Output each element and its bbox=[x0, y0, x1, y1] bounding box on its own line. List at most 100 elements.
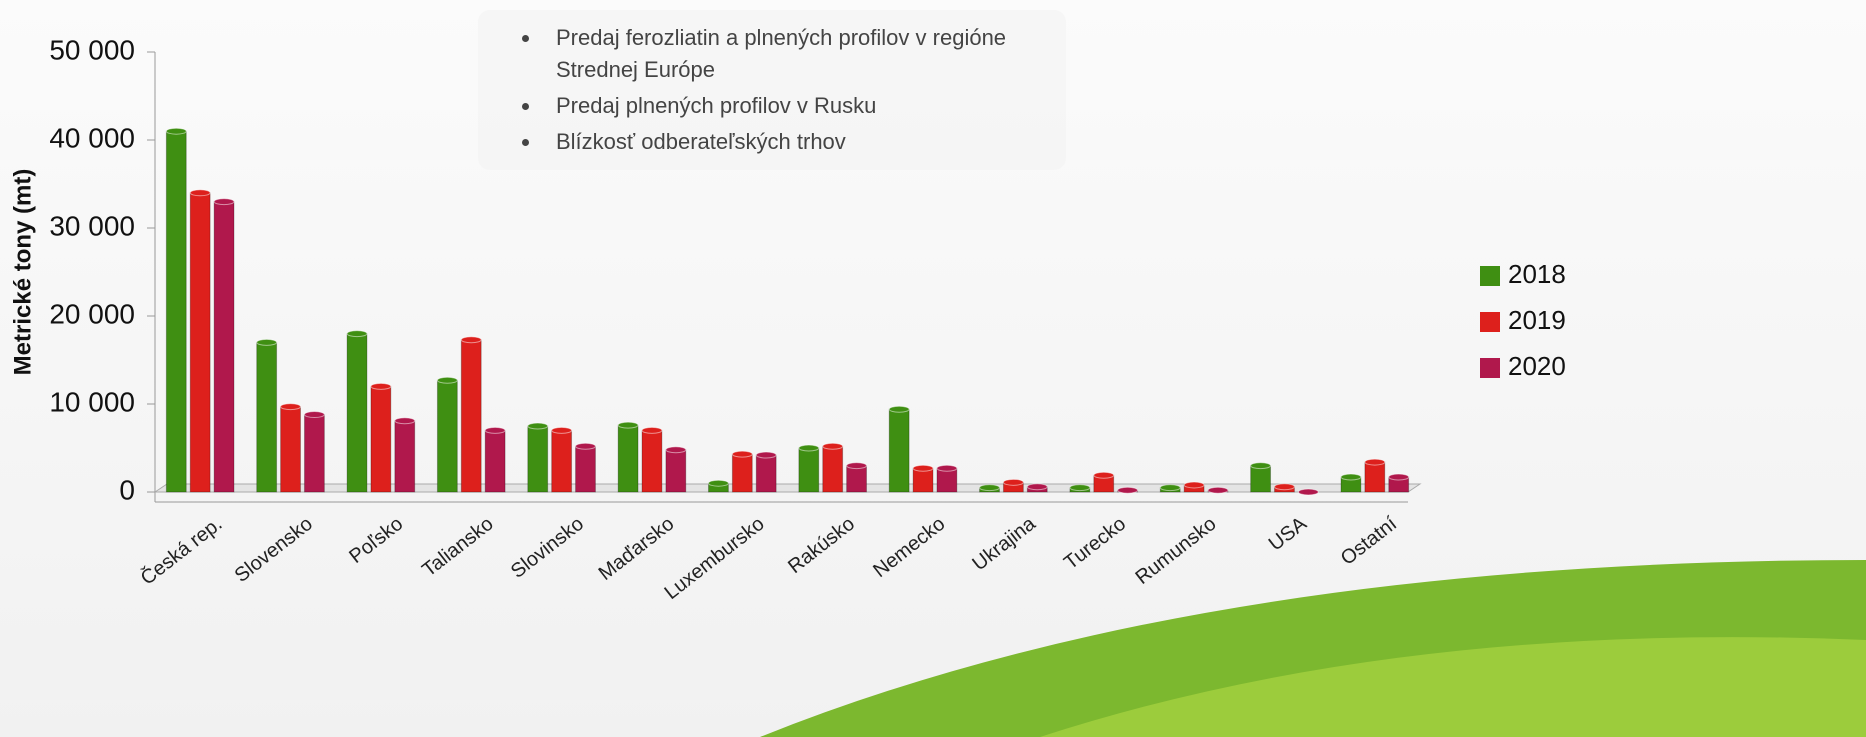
bar bbox=[371, 386, 391, 492]
bar bbox=[281, 407, 301, 492]
annotation-box: Predaj ferozliatin a plnených profilov v… bbox=[478, 10, 1066, 170]
bar-top bbox=[1365, 459, 1385, 465]
bar-top bbox=[618, 422, 638, 428]
x-tick-label: Rakúsko bbox=[784, 513, 859, 578]
bar bbox=[1365, 462, 1385, 492]
bar-top bbox=[1389, 474, 1409, 480]
bar-top bbox=[1118, 487, 1138, 493]
y-tick-label: 0 bbox=[119, 474, 135, 505]
bar-top bbox=[1160, 485, 1180, 491]
x-tick-label: Slovinsko bbox=[507, 513, 588, 583]
bar-top bbox=[1251, 463, 1271, 469]
bar-top bbox=[666, 447, 686, 453]
bar-top bbox=[1341, 474, 1361, 480]
y-tick-label: 10 000 bbox=[49, 386, 135, 417]
bar-top bbox=[799, 445, 819, 451]
bar bbox=[1251, 466, 1271, 492]
y-tick-label: 40 000 bbox=[49, 122, 135, 153]
y-axis-title: Metrické tony (mt) bbox=[9, 169, 36, 376]
bar-top bbox=[1003, 479, 1023, 485]
bar-top bbox=[371, 383, 391, 389]
x-tick-label: Ukrajina bbox=[968, 512, 1040, 575]
x-tick-label: Slovensko bbox=[231, 513, 317, 587]
legend-label: 2018 bbox=[1508, 259, 1566, 289]
bar bbox=[913, 468, 933, 492]
legend-swatch bbox=[1480, 266, 1500, 286]
bar bbox=[528, 426, 548, 492]
bar-top bbox=[732, 451, 752, 457]
x-tick-label: Poľsko bbox=[345, 513, 407, 568]
bar-top bbox=[347, 331, 367, 337]
x-tick-label: Česká rep. bbox=[136, 512, 226, 590]
annotation: Blízkosť odberateľských trhov bbox=[542, 126, 1052, 158]
bar-top bbox=[214, 199, 234, 205]
bar bbox=[889, 409, 909, 492]
bar-top bbox=[913, 465, 933, 471]
bar-top bbox=[461, 337, 481, 343]
bar-top bbox=[576, 443, 596, 449]
bar bbox=[190, 193, 210, 492]
legend-label: 2020 bbox=[1508, 351, 1566, 381]
bar bbox=[732, 454, 752, 492]
bar-top bbox=[437, 377, 457, 383]
bar-top bbox=[281, 404, 301, 410]
bar-top bbox=[980, 485, 1000, 491]
bar-top bbox=[485, 427, 505, 433]
bar-top bbox=[937, 465, 957, 471]
bar bbox=[576, 446, 596, 492]
bar bbox=[257, 342, 277, 492]
y-tick-label: 50 000 bbox=[49, 34, 135, 65]
bar-top bbox=[190, 190, 210, 196]
bar bbox=[847, 466, 867, 492]
bar bbox=[304, 415, 324, 492]
bar bbox=[552, 430, 572, 492]
bar bbox=[437, 380, 457, 492]
y-tick-label: 20 000 bbox=[49, 298, 135, 329]
bar-top bbox=[1070, 485, 1090, 491]
bar-top bbox=[823, 443, 843, 449]
bar bbox=[618, 425, 638, 492]
y-tick-label: 30 000 bbox=[49, 210, 135, 241]
bar-top bbox=[1184, 482, 1204, 488]
bar bbox=[937, 468, 957, 492]
bar-top bbox=[709, 480, 729, 486]
bar bbox=[166, 131, 186, 492]
legend-swatch bbox=[1480, 358, 1500, 378]
x-tick-label: Luxembursko bbox=[660, 513, 768, 604]
x-tick-label: Rumunsko bbox=[1132, 513, 1221, 589]
bar bbox=[642, 430, 662, 492]
bar bbox=[756, 455, 776, 492]
bar bbox=[823, 446, 843, 492]
legend-swatch bbox=[1480, 312, 1500, 332]
bar-top bbox=[528, 423, 548, 429]
floor bbox=[155, 484, 1420, 492]
bar-top bbox=[1275, 484, 1295, 490]
bar bbox=[214, 202, 234, 492]
bar-top bbox=[304, 412, 324, 418]
bar-top bbox=[756, 452, 776, 458]
bar-top bbox=[889, 406, 909, 412]
x-tick-label: Turecko bbox=[1060, 513, 1130, 574]
annotation: Predaj ferozliatin a plnených profilov v… bbox=[542, 22, 1052, 86]
annotation-list: Predaj ferozliatin a plnených profilov v… bbox=[492, 22, 1052, 158]
page: Metrické tony (mt) 0 10 000 20 000 30 000 40… bbox=[0, 0, 1866, 737]
bar-top bbox=[552, 427, 572, 433]
bar-top bbox=[1208, 487, 1228, 493]
bar-top bbox=[395, 418, 415, 424]
bar-top bbox=[166, 128, 186, 134]
bar bbox=[666, 450, 686, 492]
bar-top bbox=[1298, 489, 1318, 495]
bar-top bbox=[847, 463, 867, 469]
bar-top bbox=[642, 427, 662, 433]
bar bbox=[799, 448, 819, 492]
annotation: Predaj plnených profilov v Rusku bbox=[542, 90, 1052, 122]
bar-top bbox=[1094, 472, 1114, 478]
bar bbox=[395, 421, 415, 492]
x-tick-label: Maďarsko bbox=[595, 513, 679, 585]
legend-label: 2019 bbox=[1508, 305, 1566, 335]
bar bbox=[461, 340, 481, 492]
x-tick-label: Taliansko bbox=[418, 513, 497, 582]
bar-top bbox=[257, 339, 277, 345]
bar bbox=[485, 430, 505, 492]
x-tick-label: USA bbox=[1265, 512, 1311, 555]
